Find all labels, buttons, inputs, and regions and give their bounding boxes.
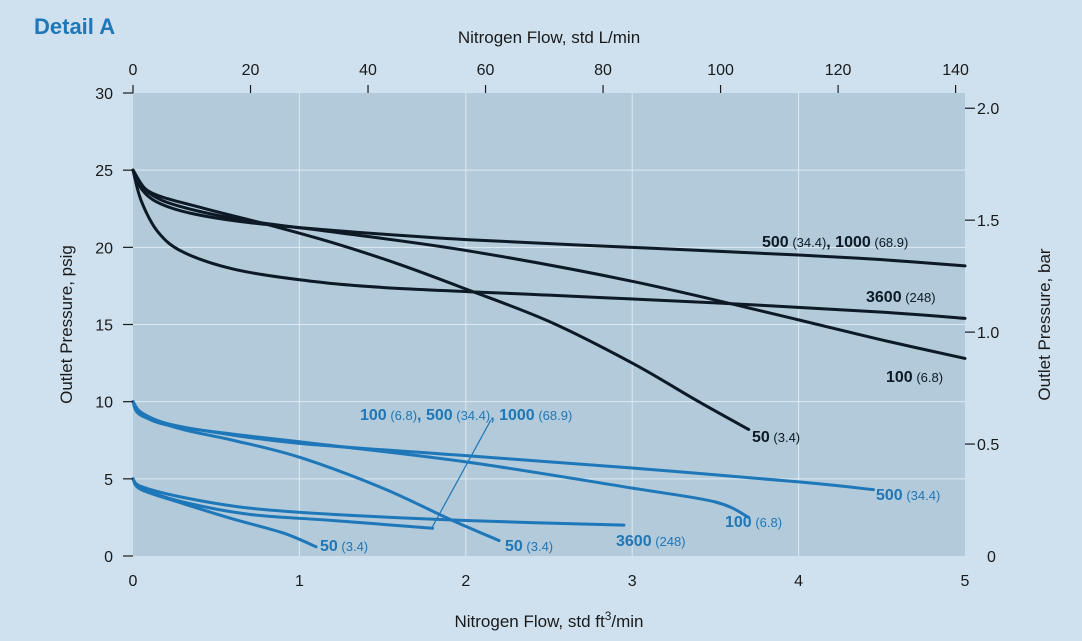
- y-left-tick-label: 30: [95, 86, 113, 103]
- x-top-tick-label: 40: [359, 62, 377, 79]
- y-left-tick-label: 5: [104, 472, 113, 489]
- y-right-tick-label: 1.0: [977, 325, 999, 342]
- annotation-label: 100 (6.8), 500 (34.4), 1000 (68.9): [360, 407, 572, 424]
- x-bottom-tick-label: 4: [794, 573, 803, 590]
- x-top-tick-label: 0: [129, 62, 138, 79]
- x-bottom-tick-label: 1: [295, 573, 304, 590]
- y-left-tick-label: 20: [95, 240, 113, 257]
- series-label-2: 100 (6.8): [886, 369, 943, 386]
- series-label-4: 500 (34.4): [876, 487, 940, 504]
- y-left-tick-label: 0: [104, 549, 113, 566]
- y-right-tick-label: 2.0: [977, 101, 999, 118]
- series-line-2: [131, 168, 967, 360]
- x-bottom-axis-label: Nitrogen Flow, std ft3/min: [454, 609, 643, 631]
- x-top-tick-label: 140: [942, 62, 969, 79]
- series-line-0: [131, 168, 967, 268]
- x-top-tick-label: 80: [594, 62, 612, 79]
- series-line-7: [131, 477, 626, 527]
- annotation-leader-line: [431, 419, 492, 527]
- grid-lines: [133, 93, 965, 556]
- series-line-6: [131, 400, 501, 543]
- x-bottom-tick-label: 5: [961, 573, 970, 590]
- series-label-5: 100 (6.8): [725, 514, 782, 531]
- y-right-tick-label: 0.5: [977, 437, 999, 454]
- series-label-7: 3600 (248): [616, 533, 686, 550]
- series-label-0: 500 (34.4), 1000 (68.9): [762, 234, 908, 251]
- y-right-axis-label: Outlet Pressure, bar: [1035, 248, 1054, 400]
- series-label-1: 3600 (248): [866, 289, 936, 306]
- y-right-tick-label: 0: [987, 549, 996, 566]
- series-label-9: 50 (3.4): [320, 538, 368, 555]
- y-left-axis-label: Outlet Pressure, psig: [57, 245, 76, 404]
- y-left-tick-label: 10: [95, 395, 113, 412]
- detail-label: Detail A: [34, 14, 116, 39]
- y-left-tick-label: 25: [95, 163, 113, 180]
- series-line-9: [131, 477, 318, 549]
- x-top-tick-label: 100: [707, 62, 734, 79]
- curve-labels: 500 (34.4), 1000 (68.9) 3600 (248) 100 (6.…: [320, 234, 943, 555]
- series-label-3: 50 (3.4): [752, 429, 800, 446]
- x-bottom-tick-label: 3: [628, 573, 637, 590]
- curves: [131, 168, 967, 549]
- x-top-tick-label: 60: [477, 62, 495, 79]
- series-label-6: 50 (3.4): [505, 538, 553, 555]
- x-top-tick-label: 20: [242, 62, 260, 79]
- series-line-3: [131, 168, 751, 431]
- y-right-tick-label: 1.5: [977, 213, 999, 230]
- x-bottom-tick-label: 0: [129, 573, 138, 590]
- x-top-axis-label: Nitrogen Flow, std L/min: [458, 28, 640, 47]
- x-bottom-tick-label: 2: [461, 573, 470, 590]
- x-top-tick-label: 120: [825, 62, 852, 79]
- y-left-tick-label: 15: [95, 318, 113, 335]
- series-line-1: [131, 168, 967, 320]
- axes: 0 1 2 3 4 50 20 40 60 80 100 120 14005101520253000.5…: [57, 28, 1054, 631]
